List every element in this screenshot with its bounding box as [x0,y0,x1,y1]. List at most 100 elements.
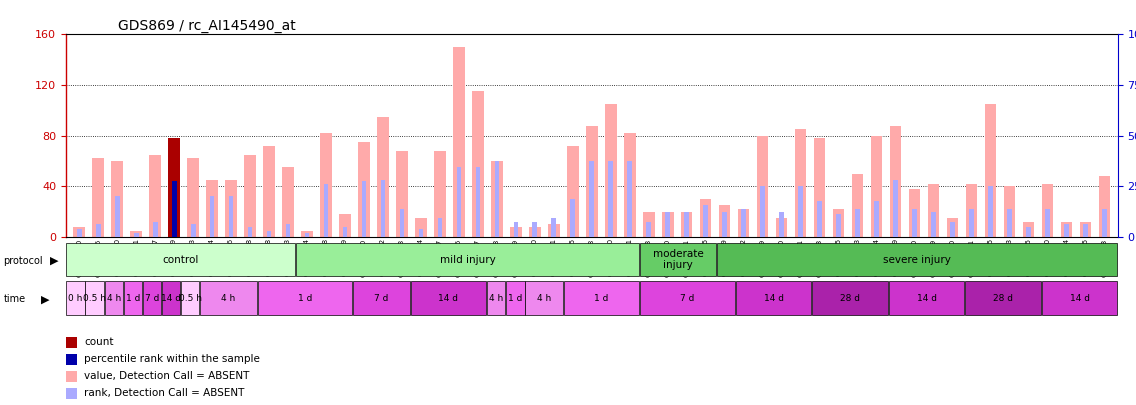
Bar [738,209,750,237]
Bar [400,209,404,237]
Bar [1061,222,1072,237]
Text: 0.5 h: 0.5 h [178,294,202,303]
Bar [491,161,502,237]
Bar [228,196,234,237]
Bar [662,211,674,237]
Bar [760,186,766,237]
Bar [836,214,841,237]
Bar [295,243,640,276]
Bar [1080,222,1092,237]
Bar [1102,209,1106,237]
Text: 14 d: 14 d [763,294,784,303]
Bar [1008,209,1012,237]
Bar [609,161,613,237]
Bar [795,129,807,237]
Bar [513,222,518,237]
Bar [909,189,920,237]
Text: moderate
injury: moderate injury [652,249,703,271]
Text: time: time [3,294,25,304]
Bar [95,224,101,237]
Bar [643,211,654,237]
Bar [855,209,860,237]
Bar [131,230,142,237]
Bar [966,184,977,237]
Bar [529,227,541,237]
Bar [152,222,158,237]
Text: 28 d: 28 d [993,294,1013,303]
Bar [852,174,863,237]
Bar [85,281,103,315]
Bar [111,161,123,237]
Text: severe injury: severe injury [883,255,951,264]
Bar [92,158,103,237]
Text: 1 d: 1 d [508,294,523,303]
Bar [1064,224,1069,237]
Text: 4 h: 4 h [537,294,551,303]
Bar [988,186,993,237]
Bar [115,196,119,237]
Bar [283,167,294,237]
Bar [473,92,484,237]
Text: 0 h: 0 h [68,294,83,303]
Bar [563,281,640,315]
Bar [799,186,803,237]
Text: 14 d: 14 d [161,294,181,303]
Bar [776,218,787,237]
Bar [264,146,275,237]
Bar [682,211,693,237]
Bar [947,218,959,237]
Bar [494,161,500,237]
Bar [416,218,427,237]
Bar [966,281,1041,315]
Bar [1042,184,1053,237]
Bar [418,229,424,237]
Bar [134,233,139,237]
Text: 1 d: 1 d [298,294,312,303]
Bar [244,155,256,237]
Text: 7 d: 7 d [680,294,695,303]
Bar [1083,224,1088,237]
Bar [567,146,578,237]
Bar [736,281,811,315]
Text: 14 d: 14 d [1070,294,1089,303]
Bar [549,224,560,237]
Bar [1022,222,1034,237]
Text: percentile rank within the sample: percentile rank within the sample [84,354,260,364]
Bar [627,161,633,237]
Text: 4 h: 4 h [490,294,503,303]
Bar [605,104,617,237]
Bar [875,202,879,237]
Bar [510,227,521,237]
Bar [586,126,598,237]
Text: 14 d: 14 d [917,294,936,303]
Bar [457,167,461,237]
Text: 7 d: 7 d [374,294,389,303]
Bar [1026,227,1031,237]
Bar [476,167,481,237]
Bar [703,205,708,237]
Bar [162,281,181,315]
Bar [324,184,328,237]
Bar [353,281,410,315]
Bar [340,214,351,237]
Bar [124,281,142,315]
Bar [889,126,901,237]
Bar [624,133,635,237]
Bar [172,181,176,237]
Bar [888,281,964,315]
Bar [74,227,85,237]
Bar [928,184,939,237]
Text: 4 h: 4 h [222,294,235,303]
Bar [815,138,826,237]
Bar [833,209,844,237]
Text: 1 d: 1 d [126,294,140,303]
Bar [742,209,746,237]
Bar [150,155,161,237]
Bar [1045,209,1050,237]
Bar [666,211,670,237]
Bar [343,227,348,237]
Bar [181,281,200,315]
Bar [1099,176,1110,237]
Text: 7 d: 7 d [144,294,159,303]
Text: ▶: ▶ [41,294,49,304]
